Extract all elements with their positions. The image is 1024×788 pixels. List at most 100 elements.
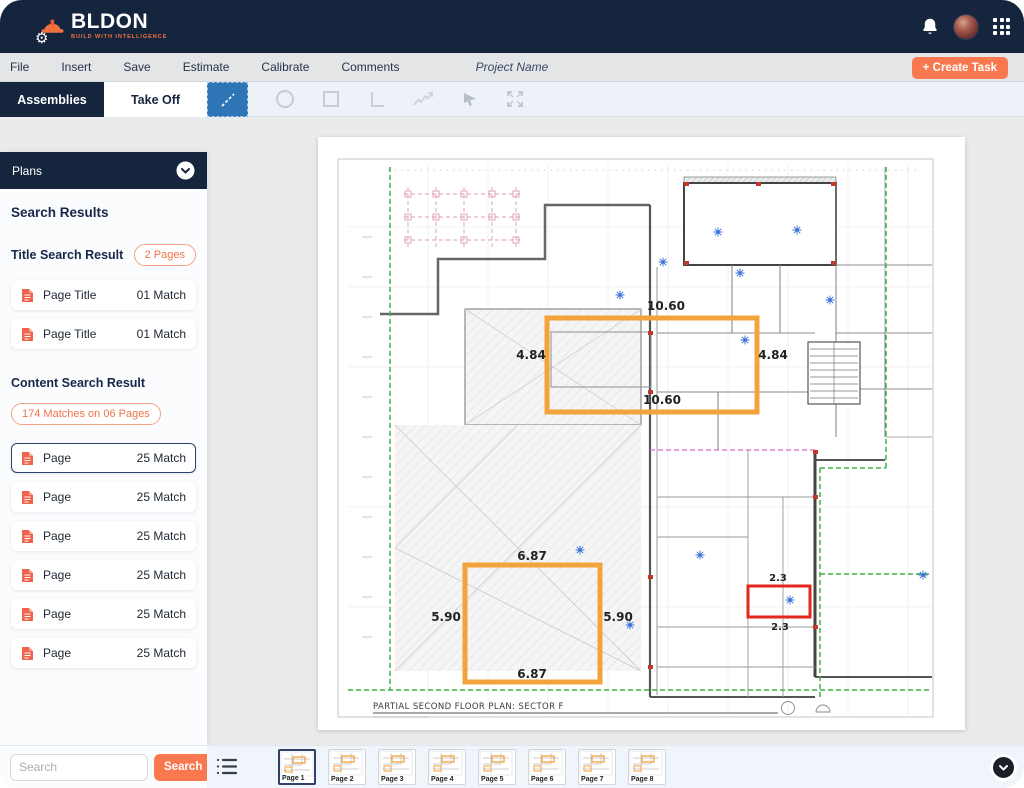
result-label: Page Title bbox=[43, 327, 97, 341]
app-tagline: BUILD WITH INTELLIGENCE bbox=[71, 33, 168, 40]
document-icon bbox=[22, 490, 33, 504]
thumbnail-page-5[interactable]: Page 5 bbox=[478, 749, 516, 785]
plans-panel-header[interactable]: Plans bbox=[0, 152, 207, 189]
thumbnail-page-8[interactable]: Page 8 bbox=[628, 749, 666, 785]
circle-tool-button[interactable] bbox=[262, 82, 308, 117]
line-tool-button[interactable] bbox=[207, 82, 248, 117]
document-icon bbox=[22, 646, 33, 660]
angle-tool-button[interactable] bbox=[354, 82, 400, 117]
thumbnail-label: Page 5 bbox=[480, 776, 505, 783]
menu-calibrate[interactable]: Calibrate bbox=[261, 60, 310, 74]
measurement-rect3-bottom: 2.3 bbox=[771, 622, 789, 633]
search-button[interactable]: Search bbox=[154, 753, 213, 781]
result-label: Page bbox=[43, 646, 72, 660]
result-match-count: 25 Match bbox=[136, 607, 186, 621]
title-result-row[interactable]: Page Title 01 Match bbox=[11, 319, 196, 349]
content-search-badge: 174 Matches on 06 Pages bbox=[11, 403, 161, 425]
gear-icon: ⚙ bbox=[35, 29, 49, 47]
result-match-count: 25 Match bbox=[136, 451, 186, 465]
expand-tool-button[interactable] bbox=[492, 82, 538, 117]
square-icon bbox=[323, 91, 339, 107]
annotation-rect-1[interactable] bbox=[544, 315, 760, 415]
document-icon bbox=[22, 568, 33, 582]
result-label: Page bbox=[43, 607, 72, 621]
create-task-button[interactable]: + Create Task bbox=[911, 57, 1008, 79]
footer-bar: Search bbox=[0, 745, 1024, 788]
content-result-row[interactable]: Page 25 Match bbox=[11, 599, 196, 629]
document-icon bbox=[22, 451, 33, 465]
result-label: Page bbox=[43, 451, 72, 465]
content-result-row-selected[interactable]: Page 25 Match bbox=[11, 443, 196, 473]
plan-title: PARTIAL SECOND FLOOR PLAN: SECTOR F bbox=[373, 702, 564, 712]
thumbnail-label: Page 1 bbox=[281, 775, 306, 782]
apps-grid-icon[interactable] bbox=[993, 18, 1010, 35]
thumbnail-label: Page 7 bbox=[580, 776, 605, 783]
content-result-row[interactable]: Page 25 Match bbox=[11, 560, 196, 590]
polyline-icon bbox=[413, 92, 433, 106]
menu-bar: File Insert Save Estimate Calibrate Comm… bbox=[0, 53, 1024, 82]
menu-file[interactable]: File bbox=[10, 60, 30, 74]
thumbnail-page-1[interactable]: Page 1 bbox=[278, 749, 316, 785]
result-match-count: 01 Match bbox=[136, 327, 186, 341]
measurement-rect2-top: 6.87 bbox=[517, 549, 547, 563]
thumbnail-page-4[interactable]: Page 4 bbox=[428, 749, 466, 785]
content-search-result-label: Content Search Result bbox=[11, 376, 146, 390]
search-input[interactable] bbox=[10, 753, 148, 781]
title-search-result-label: Title Search Result bbox=[11, 248, 124, 262]
plans-panel-title: Plans bbox=[12, 163, 43, 178]
document-icon bbox=[22, 288, 33, 302]
result-match-count: 25 Match bbox=[136, 568, 186, 582]
collapse-thumbnails-button[interactable] bbox=[990, 754, 1017, 781]
content-result-row[interactable]: Page 25 Match bbox=[11, 638, 196, 668]
menu-insert[interactable]: Insert bbox=[61, 60, 92, 74]
plan-sheet[interactable]: 10.60 4.84 4.84 10.60 6.87 5.90 5.90 6.8… bbox=[318, 137, 965, 730]
expand-icon bbox=[507, 91, 523, 107]
tool-tab-row: Assemblies Take Off bbox=[0, 82, 1024, 117]
measurement-rect1-bottom: 10.60 bbox=[643, 393, 681, 407]
annotation-rect-3[interactable] bbox=[746, 584, 812, 619]
result-match-count: 25 Match bbox=[136, 490, 186, 504]
app-logo[interactable]: ⚙ BLDON BUILD WITH INTELLIGENCE bbox=[35, 9, 168, 47]
page-thumbnails: Page 1 Page 2 Page 3 Page 4 Page 5 bbox=[278, 749, 666, 785]
top-navbar: ⚙ BLDON BUILD WITH INTELLIGENCE bbox=[0, 0, 1024, 53]
tab-take-off[interactable]: Take Off bbox=[104, 82, 207, 117]
thumbnail-label: Page 4 bbox=[430, 776, 455, 783]
thumbnail-page-7[interactable]: Page 7 bbox=[578, 749, 616, 785]
notifications-bell-icon[interactable] bbox=[921, 17, 939, 37]
angle-icon bbox=[371, 92, 384, 107]
chevron-down-icon[interactable] bbox=[176, 161, 195, 180]
document-icon bbox=[22, 529, 33, 543]
app-name: BLDON bbox=[71, 9, 149, 33]
rectangle-tool-button[interactable] bbox=[308, 82, 354, 117]
search-results-title: Search Results bbox=[11, 205, 109, 220]
thumbnail-page-3[interactable]: Page 3 bbox=[378, 749, 416, 785]
list-view-icon[interactable] bbox=[216, 757, 238, 776]
measurement-rect3-top: 2.3 bbox=[769, 573, 787, 584]
measurement-rect2-right: 5.90 bbox=[603, 610, 633, 624]
thumbnail-label: Page 2 bbox=[330, 776, 355, 783]
floor-plan: 10.60 4.84 4.84 10.60 6.87 5.90 5.90 6.8… bbox=[318, 137, 965, 730]
thumbnail-page-2[interactable]: Page 2 bbox=[328, 749, 366, 785]
content-result-row[interactable]: Page 25 Match bbox=[11, 482, 196, 512]
tab-assemblies[interactable]: Assemblies bbox=[0, 82, 104, 117]
annotation-rect-2[interactable] bbox=[462, 562, 603, 685]
cursor-tool-button[interactable] bbox=[446, 82, 492, 117]
measurement-rect2-left: 5.90 bbox=[431, 610, 461, 624]
plan-canvas: 10.60 4.84 4.84 10.60 6.87 5.90 5.90 6.8… bbox=[0, 117, 1024, 745]
menu-comments[interactable]: Comments bbox=[341, 60, 400, 74]
thumbnail-page-6[interactable]: Page 6 bbox=[528, 749, 566, 785]
thumbnail-label: Page 6 bbox=[530, 776, 555, 783]
menu-save[interactable]: Save bbox=[123, 60, 151, 74]
measurement-rect1-top: 10.60 bbox=[647, 299, 685, 313]
result-label: Page bbox=[43, 568, 72, 582]
content-search-results: Page 25 Match Page 25 Match Page 25 Matc… bbox=[11, 443, 196, 668]
title-result-row[interactable]: Page Title 01 Match bbox=[11, 280, 196, 310]
user-avatar[interactable] bbox=[953, 13, 979, 40]
measurement-rect1-right: 4.84 bbox=[758, 348, 788, 362]
polyline-tool-button[interactable] bbox=[400, 82, 446, 117]
chevron-down-icon bbox=[999, 765, 1008, 771]
content-result-row[interactable]: Page 25 Match bbox=[11, 521, 196, 551]
thumbnail-label: Page 3 bbox=[380, 776, 405, 783]
menu-estimate[interactable]: Estimate bbox=[182, 60, 230, 74]
